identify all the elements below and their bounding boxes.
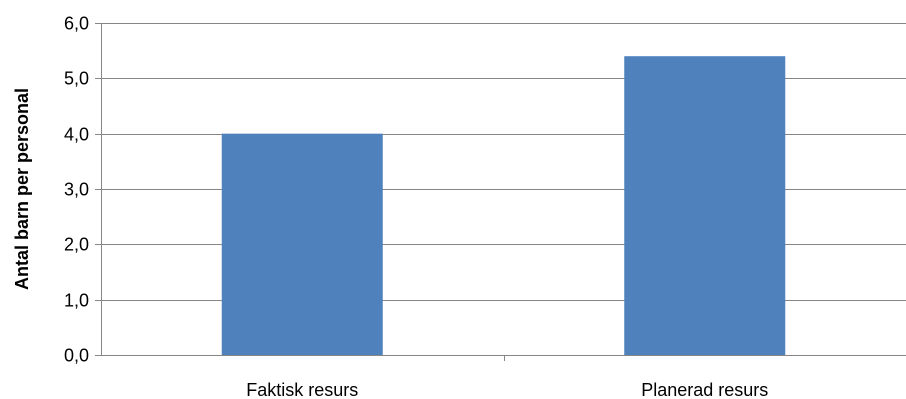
axes xyxy=(95,23,906,361)
x-category-labels: Faktisk resurs Planerad resurs xyxy=(246,380,768,399)
y-tick-label: 3,0 xyxy=(64,180,89,200)
x-category-label: Planerad resurs xyxy=(641,380,768,399)
y-tick-label: 1,0 xyxy=(64,291,89,311)
y-axis-title: Antal barn per personal xyxy=(12,88,32,290)
x-category-label: Faktisk resurs xyxy=(246,380,358,399)
y-tick-label: 0,0 xyxy=(64,346,89,366)
y-tick-label: 5,0 xyxy=(64,69,89,89)
y-tick-label: 6,0 xyxy=(64,14,89,34)
y-tick-label: 2,0 xyxy=(64,235,89,255)
bars xyxy=(221,56,786,355)
y-tick-label: 4,0 xyxy=(64,125,89,145)
bar-faktisk-resurs xyxy=(221,133,383,355)
bar-planerad-resurs xyxy=(624,56,786,355)
y-tick-labels: 0,0 1,0 2,0 3,0 4,0 5,0 6,0 xyxy=(64,14,89,366)
